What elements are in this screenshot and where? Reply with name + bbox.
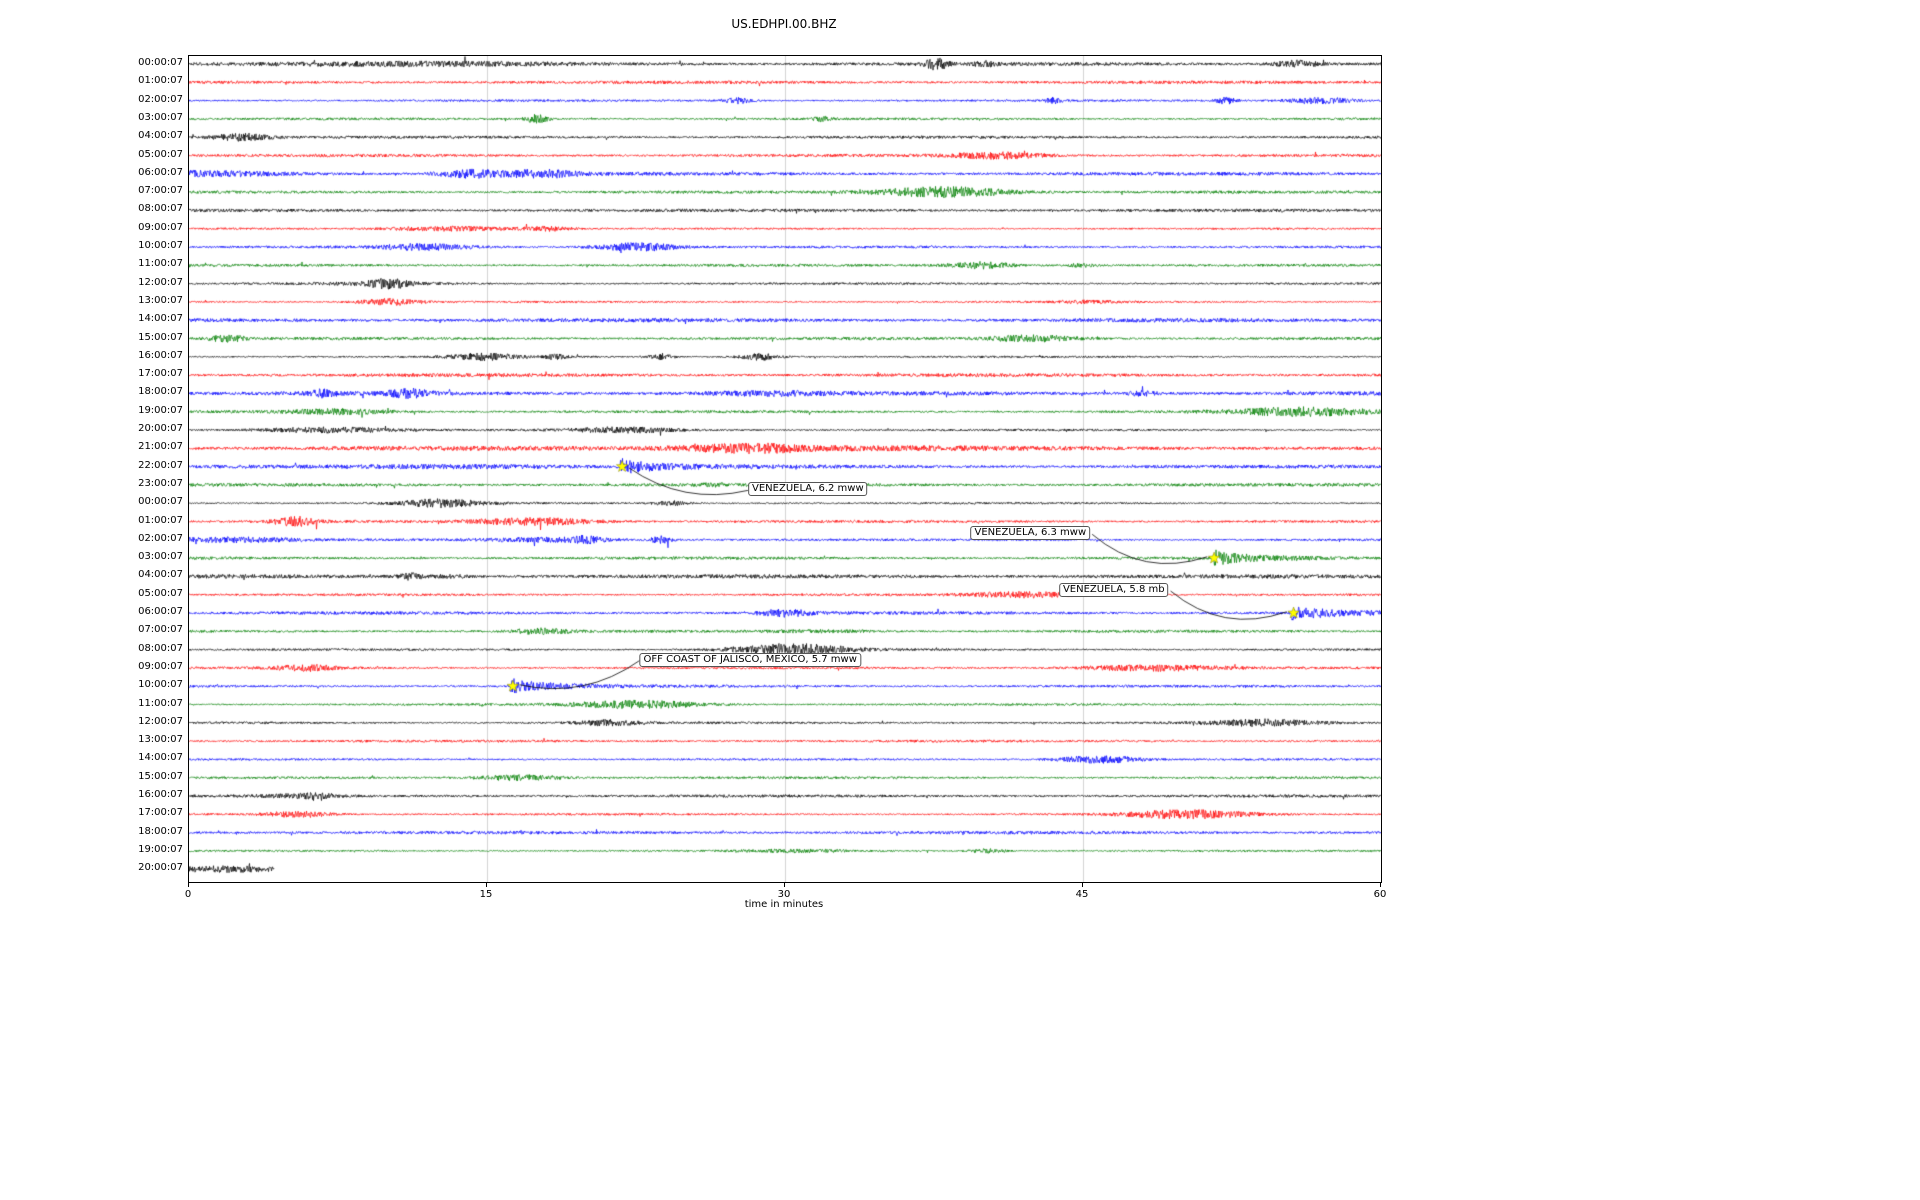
trace-time-label: 01:00:07 [138,514,183,526]
trace-time-label: 10:00:07 [138,240,183,251]
trace-time-label: 14:00:07 [138,313,183,325]
trace-time-label: 03:00:07 [138,551,183,563]
trace-time-label: 05:00:07 [138,587,183,599]
trace-time-label: 13:00:07 [138,734,183,746]
trace-time-label: 17:00:07 [138,368,183,380]
x-tick-mark [784,883,785,887]
trace-time-label: 20:00:07 [138,862,183,874]
trace-time-label: 04:00:07 [138,569,183,581]
plot-area [188,55,1382,883]
trace-time-label: 07:00:07 [138,624,183,636]
trace-time-label: 18:00:07 [138,386,183,398]
trace-time-label: 22:00:07 [138,459,183,471]
x-tick-label: 45 [1075,889,1089,900]
x-tick-mark [188,883,189,887]
trace-time-label: 18:00:07 [138,825,183,837]
trace-time-label: 10:00:07 [138,679,183,691]
trace-canvas [189,56,1381,882]
event-annotation: VENEZUELA, 5.8 mb [1058,583,1169,598]
trace-time-label: 11:00:07 [138,697,183,709]
trace-time-label: 00:00:07 [138,57,183,68]
x-tick-label: 60 [1373,889,1387,900]
trace-time-label: 09:00:07 [138,221,183,233]
trace-time-label: 06:00:07 [138,606,183,617]
trace-time-label: 04:00:07 [138,130,183,142]
x-tick-mark [1082,883,1083,887]
trace-time-label: 20:00:07 [138,423,183,434]
x-tick-label: 30 [777,889,791,900]
x-tick-label: 0 [184,889,192,900]
trace-time-label: 02:00:07 [138,532,183,544]
trace-time-label: 17:00:07 [138,807,183,819]
trace-time-label: 12:00:07 [138,715,183,727]
trace-time-label: 08:00:07 [138,203,183,215]
trace-time-label: 08:00:07 [138,642,183,654]
trace-time-label: 05:00:07 [138,148,183,160]
x-tick-mark [486,883,487,887]
trace-time-label: 06:00:07 [138,166,183,178]
trace-time-label: 13:00:07 [138,294,183,306]
figure-title: US.EDHPI.00.BHZ [731,17,837,31]
trace-time-label: 02:00:07 [138,93,183,105]
trace-time-label: 19:00:07 [138,404,183,416]
trace-time-label: 21:00:07 [138,441,183,453]
trace-time-label: 00:00:07 [138,496,183,508]
event-annotation: VENEZUELA, 6.2 mww [748,482,868,497]
event-annotation: OFF COAST OF JALISCO, MEXICO, 5.7 mww [639,652,861,667]
trace-time-label: 16:00:07 [138,349,183,361]
event-annotation: VENEZUELA, 6.3 mww [970,526,1091,541]
trace-time-label: 09:00:07 [138,660,183,672]
trace-time-label: 01:00:07 [138,75,183,87]
trace-time-label: 19:00:07 [138,843,183,855]
trace-time-label: 11:00:07 [138,258,183,270]
trace-time-label: 03:00:07 [138,111,183,123]
x-tick-mark [1380,883,1381,887]
trace-time-label: 15:00:07 [138,331,183,343]
trace-time-label: 14:00:07 [138,752,183,764]
x-tick-label: 15 [479,889,493,900]
x-axis-label: time in minutes [744,899,824,910]
trace-time-label: 12:00:07 [138,276,183,288]
trace-time-label: 15:00:07 [138,770,183,782]
trace-time-label: 16:00:07 [138,789,183,800]
trace-time-label: 07:00:07 [138,185,183,197]
trace-time-label: 23:00:07 [138,477,183,489]
